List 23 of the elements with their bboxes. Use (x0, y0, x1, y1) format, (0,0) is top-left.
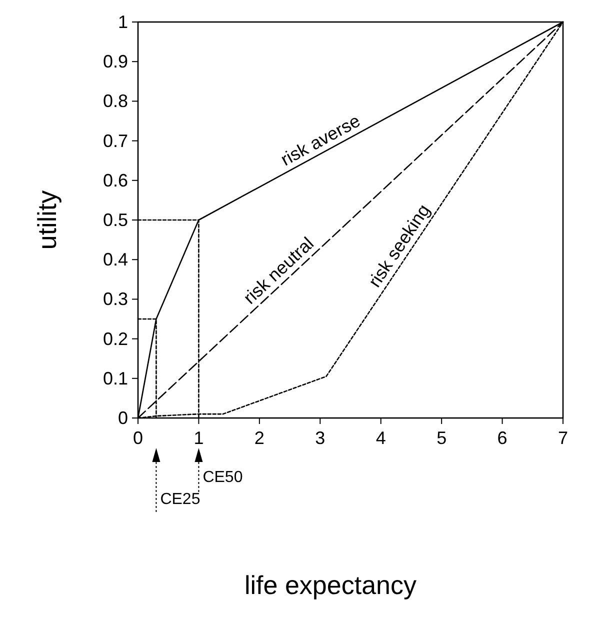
y-tick-label: 0.8 (102, 91, 128, 112)
x-tick-label: 2 (254, 428, 264, 448)
y-tick-label: 0.2 (102, 328, 128, 349)
y-tick-label: 0 (118, 408, 128, 428)
y-tick-label: 0.9 (102, 52, 128, 72)
y-tick-label: 0.5 (102, 210, 128, 230)
y-tick-label: 0.1 (102, 368, 128, 388)
y-tick-label: 0.3 (102, 289, 128, 310)
x-tick-label: 6 (497, 428, 508, 448)
x-tick-label: 7 (558, 428, 568, 448)
text: CE50 (202, 469, 243, 486)
x-tick-label: 5 (436, 428, 447, 448)
x-axis-title: life expectancy (244, 570, 416, 600)
y-tick-label: 0.4 (102, 250, 128, 270)
y-axis-title: utility (32, 190, 62, 250)
y-tick-label: 1 (118, 12, 128, 32)
x-tick-label: 1 (194, 428, 204, 448)
x-tick-label: 4 (376, 428, 386, 448)
x-tick-label: 3 (315, 428, 326, 448)
x-tick-label: 0 (132, 428, 144, 448)
y-tick-label: 0.6 (102, 170, 128, 190)
text: CE25 (160, 491, 200, 508)
y-tick-label: 0.7 (102, 130, 128, 151)
